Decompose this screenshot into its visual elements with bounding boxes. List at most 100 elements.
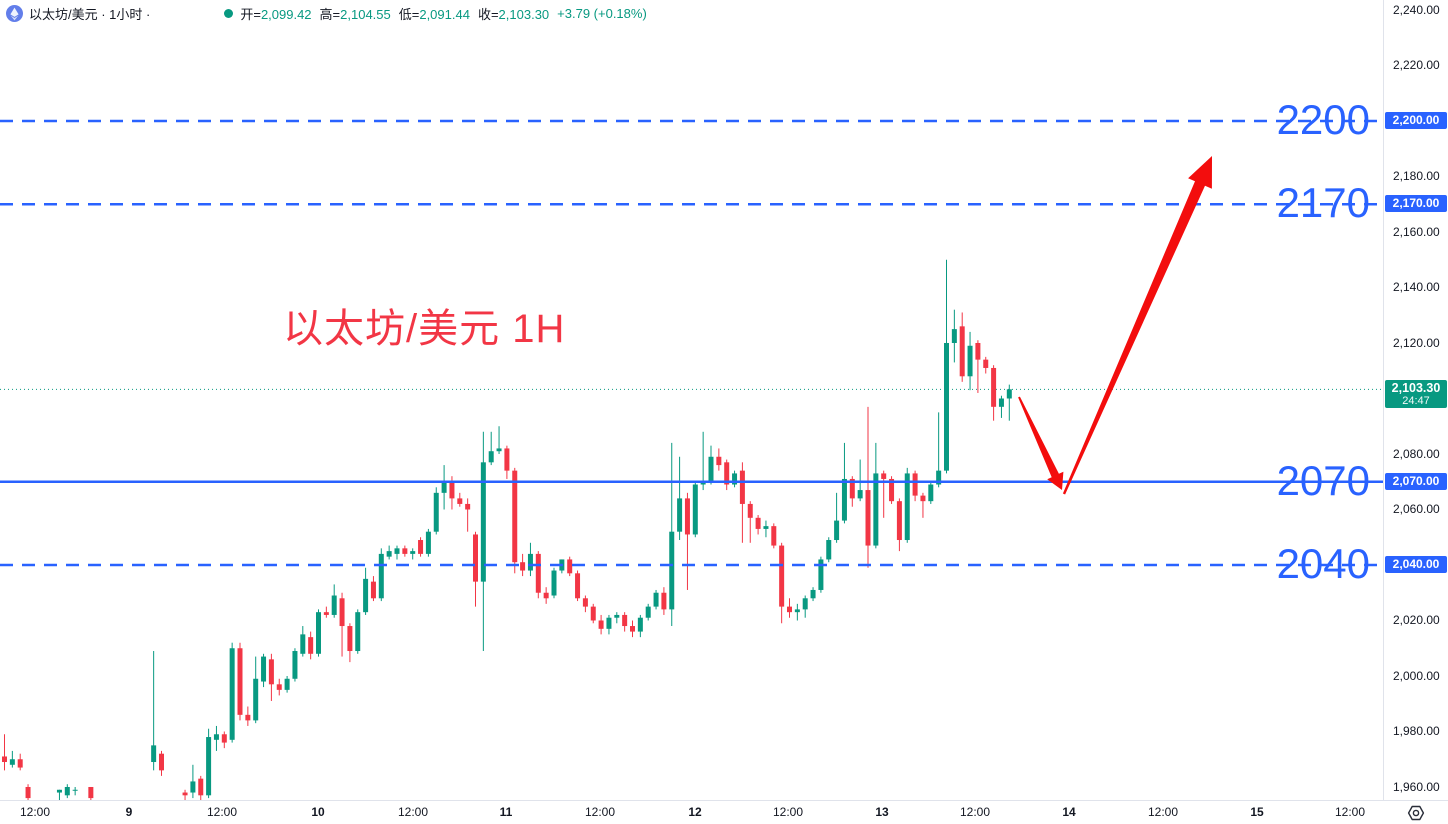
time-tick-hour: 12:00 [1334, 805, 1366, 819]
candle-body [473, 534, 478, 582]
candle-body [56, 789, 62, 793]
candle-body [975, 342, 981, 360]
candle-body [849, 478, 855, 499]
candle-body [787, 606, 792, 613]
candle-body [598, 620, 604, 629]
candle-body [363, 578, 369, 613]
candle-body [684, 498, 690, 535]
level-label-2040: 2040 [1276, 539, 1370, 587]
candle-body [794, 609, 800, 613]
price-level-badge-2200: 2,200.00 [1385, 111, 1447, 129]
candle-body [331, 595, 337, 615]
price-axis[interactable]: 2,200.00 2,170.00 2,070.00 2,040.00 2,240.00… [1383, 0, 1448, 800]
candle-body [857, 490, 863, 499]
price-level-badge-2170: 2,170.00 [1385, 195, 1447, 213]
candle-body [959, 326, 965, 377]
candle-body [669, 531, 675, 610]
candle-body [323, 612, 329, 615]
candle-body [512, 470, 518, 563]
candle-body [433, 492, 439, 532]
candle-body [865, 490, 871, 546]
candle-body [904, 473, 910, 541]
candle-body [614, 614, 620, 618]
candle-body [198, 778, 204, 796]
candle-body [951, 329, 957, 343]
candle-body [551, 570, 557, 596]
candle-body [496, 448, 502, 452]
candle-body [504, 448, 510, 471]
candle-body [771, 526, 777, 546]
candle-body [410, 551, 416, 554]
candle-body [653, 592, 659, 607]
candle-body [763, 526, 769, 529]
price-tick: 2,180.00 [1393, 169, 1440, 184]
candle-body [873, 473, 879, 546]
candle-body [480, 462, 486, 582]
price-level-badge-2070: 2,070.00 [1385, 472, 1447, 490]
candle-body [677, 498, 683, 532]
candle-body [17, 759, 23, 768]
candle-body [347, 626, 353, 652]
candle-body [928, 484, 934, 502]
price-tick: 2,060.00 [1393, 502, 1440, 517]
candle-body [237, 648, 243, 715]
candle-body [881, 473, 887, 479]
price-tick: 2,240.00 [1393, 2, 1440, 17]
time-tick-day: 9 [125, 805, 133, 819]
price-tick: 2,080.00 [1393, 446, 1440, 461]
candle-body [590, 606, 596, 621]
candle-body [998, 398, 1004, 407]
candle-body [292, 651, 298, 679]
candle-body [622, 614, 628, 627]
candle-body [206, 737, 212, 796]
candle-body [802, 598, 808, 610]
status-dot-icon [224, 9, 234, 18]
candle-body [606, 617, 612, 629]
candle-body [253, 678, 259, 721]
candle-body [708, 456, 714, 482]
time-axis[interactable]: 12:00 9 12:00 10 12:00 11 12:00 12 12:00 13 12:00 1… [0, 800, 1448, 824]
candle-body [276, 684, 282, 690]
candle-body [755, 517, 761, 529]
candle-body [826, 540, 832, 560]
ohlc-high: 高=2,104.55 [319, 7, 391, 22]
candle-body [72, 789, 78, 791]
time-tick-hour: 12:00 [206, 805, 238, 819]
candle-body [418, 540, 424, 554]
axis-settings-icon[interactable] [1405, 804, 1427, 822]
ohlc-low: 低=2,091.44 [398, 7, 470, 22]
watermark-annotation[interactable]: 以太坊/美元 1H [283, 307, 566, 351]
bearish-arrow[interactable] [1018, 396, 1064, 490]
ohlc-close: 收=2,103.30 [477, 7, 550, 22]
candle-body [732, 473, 738, 485]
candlestick-chart[interactable] [0, 0, 1383, 800]
price-tick: 2,140.00 [1393, 280, 1440, 295]
time-tick-hour: 12:00 [772, 805, 804, 819]
candle-body [229, 648, 235, 740]
candle-body [991, 367, 997, 407]
change-value: +3.79 (+0.18%) [557, 6, 647, 21]
candle-body [370, 581, 376, 599]
candle-body [261, 656, 267, 682]
price-tick: 2,160.00 [1393, 224, 1440, 239]
candle-body [889, 478, 895, 502]
candle-body [316, 612, 321, 654]
candle-body [88, 786, 94, 799]
candle-body [645, 606, 651, 618]
chart-legend: 以太坊/美元 · 1小时 · 开=2,099.42 高=2,104.55 低=2… [6, 4, 647, 23]
candle-body [9, 759, 15, 765]
candle-body [1006, 389, 1012, 399]
symbol-title[interactable]: 以太坊/美元 · 1小时 · [29, 7, 151, 22]
candle-body [637, 617, 643, 632]
candle-body [64, 786, 70, 796]
bar-countdown: 24:47 [1402, 395, 1430, 408]
time-tick-hour: 12:00 [19, 805, 51, 819]
time-tick-day: 12 [688, 805, 702, 819]
price-level-badge-2040: 2,040.00 [1385, 555, 1447, 573]
candle-body [535, 553, 541, 593]
level-label-2200: 2200 [1276, 95, 1370, 143]
candle-body [779, 545, 785, 607]
candle-body [920, 495, 926, 502]
bullish-arrow[interactable] [1062, 156, 1212, 495]
